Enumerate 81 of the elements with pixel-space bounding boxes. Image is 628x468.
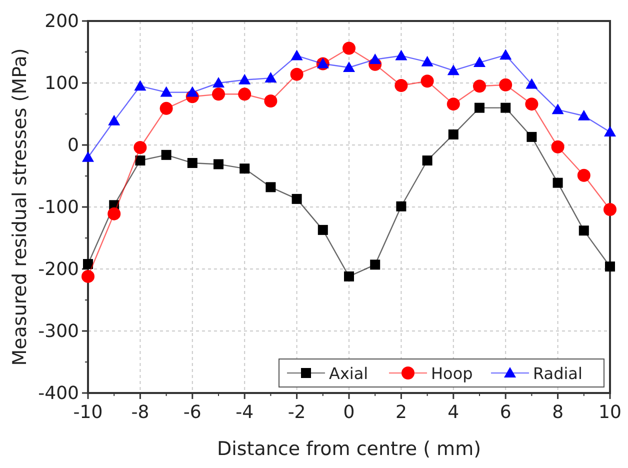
x-tick-label: 4 — [448, 402, 460, 423]
point — [135, 156, 146, 166]
point — [161, 150, 172, 160]
point — [577, 168, 590, 182]
point — [447, 64, 460, 76]
point — [604, 202, 616, 216]
point — [290, 50, 303, 60]
x-tick-label: 2 — [395, 402, 407, 423]
point — [318, 224, 328, 235]
point — [160, 86, 172, 97]
point — [238, 88, 252, 101]
point — [396, 201, 406, 212]
y-tick-label: 200 — [44, 11, 79, 32]
point — [240, 164, 250, 174]
point — [474, 102, 484, 113]
x-tick-label: -4 — [236, 402, 254, 423]
y-tick-label: 100 — [44, 73, 79, 94]
point — [395, 50, 408, 60]
point — [473, 80, 486, 93]
point — [108, 207, 121, 220]
y-tick-label: -200 — [38, 259, 79, 280]
x-tick-label: -10 — [73, 402, 103, 423]
legend-label: Radial — [533, 364, 582, 383]
point — [500, 102, 511, 113]
point — [552, 104, 564, 114]
point — [82, 151, 94, 162]
point — [212, 77, 224, 88]
point — [446, 98, 460, 111]
legend-label: Hoop — [431, 364, 473, 383]
y-tick-label: 0 — [68, 135, 79, 156]
point — [578, 226, 589, 236]
point — [264, 94, 278, 108]
y-axis-title: Measured residual stresses (MPa) — [9, 48, 31, 366]
point — [448, 129, 458, 140]
y-tick-label: -400 — [38, 383, 79, 404]
point — [186, 86, 198, 97]
point — [187, 158, 198, 168]
x-tick-label: 10 — [598, 402, 622, 423]
y-tick-label: -300 — [38, 321, 79, 342]
point — [342, 42, 356, 55]
point — [134, 80, 146, 91]
x-tick-label: -2 — [288, 402, 306, 423]
point — [134, 140, 147, 154]
point — [552, 178, 563, 188]
point — [551, 140, 564, 154]
point — [605, 262, 615, 272]
point — [266, 182, 276, 192]
x-tick-label: -8 — [131, 402, 150, 423]
point — [474, 56, 486, 68]
x-tick-label: 6 — [500, 402, 512, 423]
point — [420, 74, 434, 88]
point — [83, 259, 93, 270]
point — [212, 88, 225, 101]
legend-label: Axial — [329, 364, 368, 383]
x-tick-label: -6 — [183, 402, 202, 423]
x-axis-title: Distance from centre ( mm) — [216, 438, 482, 460]
point — [82, 270, 94, 283]
point — [578, 110, 590, 120]
point — [343, 62, 355, 72]
point — [160, 102, 173, 115]
x-tick-label: 8 — [552, 402, 564, 423]
x-tick-label: 0 — [343, 402, 355, 423]
point — [344, 271, 354, 282]
point — [421, 56, 434, 66]
point — [238, 74, 251, 84]
point — [526, 78, 538, 89]
point — [604, 126, 616, 136]
y-tick-label: -100 — [38, 197, 79, 218]
point — [370, 260, 380, 270]
point — [422, 156, 432, 166]
point — [292, 194, 302, 204]
point — [499, 78, 512, 92]
point — [394, 78, 408, 92]
point — [525, 98, 538, 111]
point — [214, 159, 224, 170]
point — [500, 49, 512, 60]
point — [369, 53, 382, 64]
point — [526, 132, 537, 142]
point — [290, 68, 304, 81]
point — [108, 114, 120, 126]
point — [264, 72, 277, 83]
